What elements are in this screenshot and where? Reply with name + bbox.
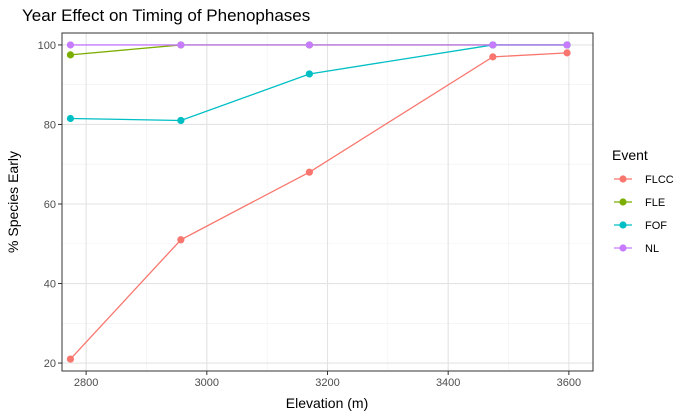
y-tick-label: 80 xyxy=(44,119,56,131)
x-axis-ticks: 2800 3000 3200 3400 3600 xyxy=(74,371,581,389)
x-tick-label: 3400 xyxy=(436,377,460,389)
x-tick-label: 3200 xyxy=(315,377,339,389)
x-axis-title: Elevation (m) xyxy=(286,395,368,411)
y-tick-label: 60 xyxy=(44,199,56,211)
series-layer xyxy=(66,41,571,363)
legend-key-point-fle xyxy=(619,198,627,206)
data-point-fof xyxy=(66,114,75,123)
legend-label-fle: FLE xyxy=(645,197,665,209)
y-tick-label: 20 xyxy=(44,358,56,370)
x-tick-label: 3000 xyxy=(195,377,219,389)
y-axis-ticks: 20 40 60 80 100 xyxy=(38,40,62,370)
legend-label-flcc: FLCC xyxy=(645,174,674,186)
data-point-flcc xyxy=(177,236,185,244)
chart-title: Year Effect on Timing of Phenophases xyxy=(22,6,310,25)
data-point-flcc xyxy=(305,168,313,176)
legend-key-point-fof xyxy=(619,221,627,229)
y-tick-label: 40 xyxy=(44,279,56,291)
legend-title: Event xyxy=(612,147,648,163)
legend-key-point-flcc xyxy=(619,175,627,183)
data-point-nl xyxy=(177,41,185,49)
legend-label-fof: FOF xyxy=(645,220,667,232)
y-tick-label: 100 xyxy=(38,40,56,52)
x-tick-label: 3600 xyxy=(557,377,581,389)
legend-label-nl: NL xyxy=(645,243,659,255)
data-point-nl xyxy=(66,41,75,49)
data-point-fof xyxy=(177,116,185,125)
legend: Event FLCC FLE FOF NL xyxy=(612,147,674,255)
data-point-fle xyxy=(66,51,75,59)
data-point-flcc xyxy=(489,53,497,61)
data-point-nl xyxy=(305,41,313,49)
data-point-fof xyxy=(305,70,313,78)
data-point-flcc xyxy=(66,355,75,363)
x-tick-label: 2800 xyxy=(74,377,98,389)
y-axis-title: % Species Early xyxy=(5,151,21,253)
data-point-flcc xyxy=(563,49,571,57)
data-point-nl xyxy=(563,41,571,49)
legend-key-point-nl xyxy=(619,244,627,252)
data-point-nl xyxy=(489,41,497,49)
